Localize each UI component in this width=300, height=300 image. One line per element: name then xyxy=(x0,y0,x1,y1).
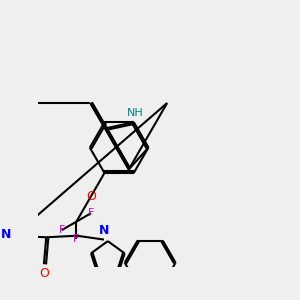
Text: F: F xyxy=(58,225,65,235)
Text: NH: NH xyxy=(127,108,144,118)
Text: F: F xyxy=(73,234,80,244)
Text: O: O xyxy=(86,190,96,203)
Text: N: N xyxy=(99,224,109,237)
Text: F: F xyxy=(88,208,94,218)
Text: N: N xyxy=(1,228,11,241)
Text: O: O xyxy=(39,267,49,280)
